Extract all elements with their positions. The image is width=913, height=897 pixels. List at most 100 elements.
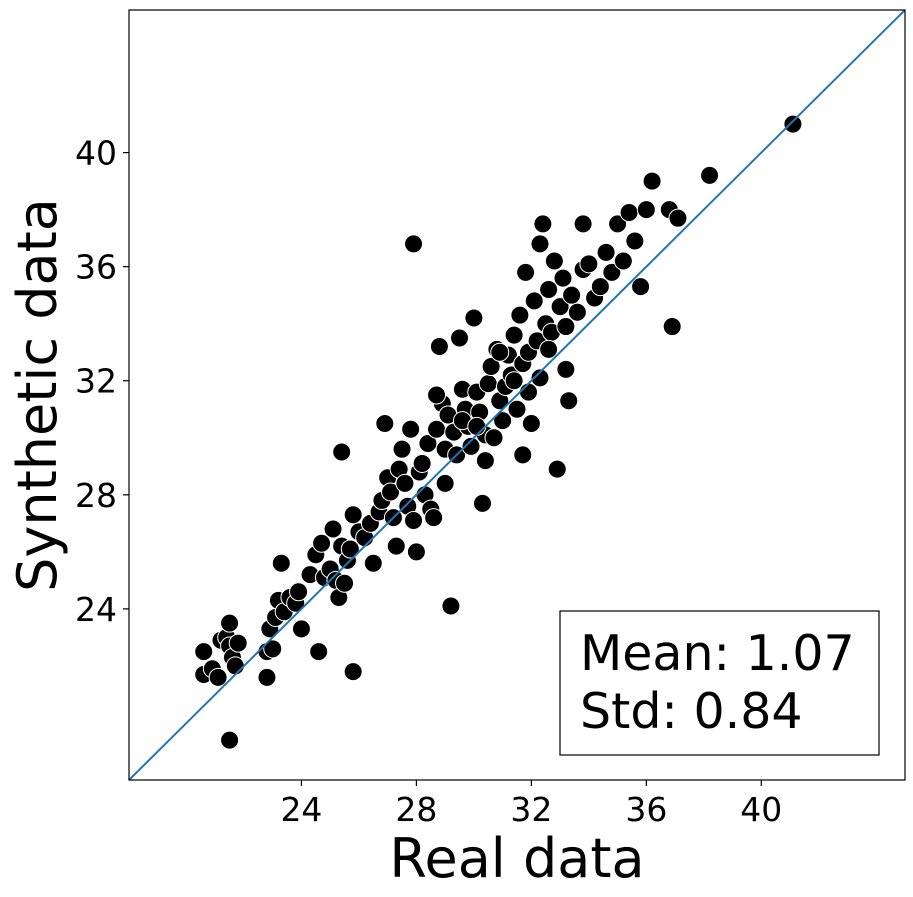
- data-point: [404, 510, 424, 530]
- y-tick-label: 32: [75, 362, 117, 401]
- data-point: [590, 277, 610, 297]
- data-point: [441, 596, 461, 616]
- data-point: [562, 285, 582, 305]
- data-point: [375, 414, 395, 434]
- data-point: [263, 639, 283, 659]
- data-point: [335, 573, 355, 593]
- data-point: [631, 277, 651, 297]
- data-point: [435, 473, 455, 493]
- data-point: [613, 251, 633, 271]
- y-tick-label: 36: [75, 248, 117, 287]
- data-point: [524, 291, 544, 311]
- data-point: [343, 505, 363, 525]
- y-ticks: 24 28 32 36 40: [75, 134, 129, 629]
- x-tick-label: 32: [510, 790, 552, 829]
- data-point: [783, 114, 803, 134]
- data-point: [608, 214, 628, 234]
- data-point: [386, 536, 406, 556]
- data-point: [642, 171, 662, 191]
- data-point: [291, 619, 311, 639]
- data-point: [518, 382, 538, 402]
- data-point: [323, 519, 343, 539]
- data-point: [625, 231, 645, 251]
- data-point: [363, 553, 383, 573]
- x-tick-label: 28: [395, 790, 437, 829]
- data-point: [332, 442, 352, 462]
- data-point: [539, 279, 559, 299]
- data-point: [475, 451, 495, 471]
- data-point: [427, 419, 447, 439]
- data-point: [636, 200, 656, 220]
- data-point: [484, 428, 504, 448]
- data-point: [343, 662, 363, 682]
- data-point: [228, 633, 248, 653]
- data-point: [289, 582, 309, 602]
- data-point: [579, 254, 599, 274]
- data-point: [450, 328, 470, 348]
- data-point: [309, 642, 329, 662]
- data-point: [556, 317, 576, 337]
- data-point: [194, 642, 214, 662]
- data-point: [550, 297, 570, 317]
- data-point: [573, 214, 593, 234]
- identity-line: [128, 9, 906, 781]
- data-point: [556, 359, 576, 379]
- std-text: Std: 0.84: [580, 683, 803, 740]
- data-point: [504, 325, 524, 345]
- data-point: [516, 262, 536, 282]
- data-point: [429, 337, 449, 357]
- x-ticks: 24 28 32 36 40: [280, 780, 782, 829]
- data-point: [490, 342, 510, 362]
- plot-frame: [128, 9, 906, 781]
- mean-text: Mean: 1.07: [580, 625, 855, 682]
- data-point: [513, 445, 533, 465]
- data-point: [539, 339, 559, 359]
- data-point: [530, 368, 550, 388]
- data-point: [700, 165, 720, 185]
- data-point: [401, 419, 421, 439]
- y-tick-label: 24: [75, 590, 117, 629]
- stats-box-frame: [559, 610, 880, 756]
- data-point: [404, 234, 424, 254]
- data-point: [547, 459, 567, 479]
- x-axis-label: Real data: [389, 827, 644, 890]
- data-point: [493, 411, 513, 431]
- data-point: [553, 268, 573, 288]
- data-point: [220, 613, 240, 633]
- data-point: [596, 242, 616, 262]
- x-tick-label: 40: [740, 790, 782, 829]
- data-point: [412, 453, 432, 473]
- points-layer: [194, 114, 803, 750]
- stats-box: Mean: 1.07 Std: 0.84: [559, 610, 880, 756]
- data-point: [225, 656, 245, 676]
- data-point: [418, 433, 438, 453]
- data-point: [662, 317, 682, 337]
- data-point: [271, 553, 291, 573]
- data-point: [461, 436, 481, 456]
- data-point: [473, 493, 493, 513]
- data-point: [567, 302, 587, 322]
- data-point: [510, 305, 530, 325]
- data-point: [427, 385, 447, 405]
- data-point: [424, 508, 444, 528]
- data-point: [507, 399, 527, 419]
- y-axis-label: Synthetic data: [6, 198, 69, 592]
- y-tick-label: 40: [75, 134, 117, 173]
- x-tick-label: 36: [625, 790, 667, 829]
- data-point: [530, 234, 550, 254]
- data-point: [668, 208, 688, 228]
- data-point: [208, 667, 228, 687]
- data-point: [481, 356, 501, 376]
- data-point: [392, 439, 412, 459]
- data-point: [312, 533, 332, 553]
- data-point: [464, 308, 484, 328]
- data-point: [478, 374, 498, 394]
- data-point: [559, 391, 579, 411]
- data-point: [381, 482, 401, 502]
- data-point: [467, 416, 487, 436]
- y-tick-label: 28: [75, 476, 117, 515]
- data-point: [533, 214, 553, 234]
- data-point: [619, 202, 639, 222]
- data-point: [220, 730, 240, 750]
